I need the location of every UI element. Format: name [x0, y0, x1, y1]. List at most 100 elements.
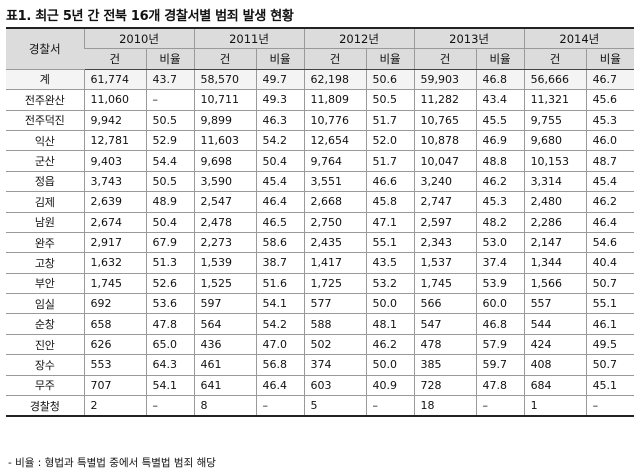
- table-row: 임실 692 53.6 597 54.1 577 50.0 566 60.0 557 55.1: [6, 293, 635, 315]
- station-name-cell: 고창: [6, 252, 84, 274]
- ratio-cell: 51.7: [365, 110, 415, 131]
- count-header: 건: [84, 48, 146, 70]
- table-row: 익산 12,781 52.9 11,603 54.2 12,654 52.0 10,878 46…: [6, 130, 635, 152]
- count-cell: 9,942: [83, 110, 146, 131]
- ratio-cell: 43.4: [475, 89, 525, 111]
- station-name-cell: 익산: [6, 130, 84, 152]
- table-row: 남원 2,674 50.4 2,478 46.5 2,750 47.1 2,597 48.2 2,…: [6, 212, 635, 233]
- count-cell: 9,755: [523, 110, 587, 131]
- count-cell: 12,654: [303, 130, 367, 152]
- count-cell: 9,403: [83, 150, 146, 172]
- station-name-cell: 무주: [6, 375, 84, 397]
- count-header: 건: [523, 48, 587, 70]
- ratio-cell: 46.4: [585, 212, 635, 233]
- count-cell: 9,698: [193, 150, 257, 172]
- table-row: 전주덕진 9,942 50.5 9,899 46.3 10,776 51.7 10,765 45…: [6, 110, 635, 131]
- ratio-cell: 55.1: [365, 232, 415, 254]
- ratio-cell: 54.6: [585, 232, 635, 254]
- ratio-cell: 38.7: [255, 252, 305, 274]
- count-cell: 3,314: [523, 171, 587, 193]
- ratio-cell: 46.9: [475, 130, 525, 152]
- ratio-cell: 50.0: [365, 354, 415, 376]
- count-cell: 564: [193, 313, 257, 335]
- count-cell: 684: [523, 375, 587, 397]
- count-cell: 385: [413, 354, 477, 376]
- count-cell: 408: [523, 354, 587, 376]
- ratio-cell: 46.3: [255, 110, 305, 131]
- count-cell: 3,551: [303, 171, 367, 193]
- count-cell: 9,680: [523, 130, 587, 152]
- count-cell: 2,480: [523, 191, 587, 213]
- count-cell: 566: [413, 293, 477, 315]
- station-name-cell: 장수: [6, 354, 84, 376]
- count-cell: 11,809: [303, 89, 367, 111]
- table-body: 계 61,774 43.7 58,570 49.7 62,198 50.6 59,903 46.…: [6, 69, 635, 417]
- station-name-cell: 군산: [6, 150, 84, 172]
- ratio-cell: 46.2: [475, 171, 525, 193]
- ratio-cell: 50.7: [585, 273, 635, 295]
- count-cell: 1,417: [303, 252, 367, 274]
- count-cell: 2,547: [193, 191, 257, 213]
- count-cell: 62,198: [303, 69, 367, 91]
- station-header: 경찰서: [6, 28, 84, 70]
- ratio-cell: 47.8: [145, 313, 195, 335]
- ratio-cell: 46.7: [585, 69, 635, 91]
- count-cell: 658: [83, 313, 146, 335]
- count-cell: 1,566: [523, 273, 587, 295]
- ratio-cell: 48.7: [585, 150, 635, 172]
- ratio-cell: 50.5: [145, 110, 195, 131]
- count-cell: 11,603: [193, 130, 257, 152]
- ratio-cell: 47.1: [365, 212, 415, 233]
- ratio-cell: 46.6: [365, 171, 415, 193]
- count-cell: 588: [303, 313, 367, 335]
- ratio-cell: 54.4: [145, 150, 195, 172]
- ratio-cell: 37.4: [475, 252, 525, 274]
- ratio-header: 비율: [585, 48, 635, 70]
- count-cell: 2,343: [413, 232, 477, 254]
- station-name-cell: 임실: [6, 293, 84, 315]
- count-cell: 1,525: [193, 273, 257, 295]
- ratio-cell: 48.2: [475, 212, 525, 233]
- ratio-cell: 65.0: [145, 334, 195, 356]
- station-name-cell: 김제: [6, 191, 84, 213]
- count-cell: 12,781: [83, 130, 146, 152]
- count-cell: 2,435: [303, 232, 367, 254]
- count-cell: 478: [413, 334, 477, 356]
- ratio-cell: 54.2: [255, 130, 305, 152]
- ratio-cell: 46.8: [475, 69, 525, 91]
- table-row: 전주완산 11,060–10,711 49.3 11,809 50.5 11,282 43.…: [6, 89, 635, 111]
- year-header: 2013년: [413, 28, 525, 50]
- ratio-cell: 43.5: [365, 252, 415, 274]
- count-cell: 9,764: [303, 150, 367, 172]
- count-cell: 3,743: [83, 171, 146, 193]
- count-cell: 1,539: [193, 252, 257, 274]
- count-cell: 557: [523, 293, 587, 315]
- station-name-cell: 전주덕진: [6, 110, 84, 131]
- ratio-cell: 46.2: [365, 334, 415, 356]
- ratio-cell: 53.0: [475, 232, 525, 254]
- ratio-cell: –: [145, 89, 195, 111]
- count-cell: 10,047: [413, 150, 477, 172]
- table-row: 고창 1,632 51.3 1,539 38.7 1,417 43.5 1,537 37.4 1,…: [6, 252, 635, 274]
- count-cell: 10,153: [523, 150, 587, 172]
- count-cell: 10,878: [413, 130, 477, 152]
- ratio-cell: 53.2: [365, 273, 415, 295]
- ratio-header: 비율: [255, 48, 305, 70]
- count-cell: 11,060: [83, 89, 146, 111]
- ratio-cell: 51.6: [255, 273, 305, 295]
- ratio-cell: 55.1: [585, 293, 635, 315]
- count-cell: 707: [83, 375, 146, 397]
- ratio-cell: 52.0: [365, 130, 415, 152]
- count-cell: 1,725: [303, 273, 367, 295]
- count-cell: 2,273: [193, 232, 257, 254]
- ratio-cell: –: [585, 395, 635, 417]
- count-cell: 1,745: [413, 273, 477, 295]
- count-cell: 692: [83, 293, 146, 315]
- count-cell: 58,570: [193, 69, 257, 91]
- ratio-cell: 64.3: [145, 354, 195, 376]
- station-name-cell: 남원: [6, 212, 84, 233]
- table-row: 장수 553 64.3 461 56.8 374 50.0 385 59.7 408 50.7: [6, 354, 635, 376]
- ratio-cell: 49.7: [255, 69, 305, 91]
- ratio-cell: 46.8: [475, 313, 525, 335]
- count-header: 건: [193, 48, 257, 70]
